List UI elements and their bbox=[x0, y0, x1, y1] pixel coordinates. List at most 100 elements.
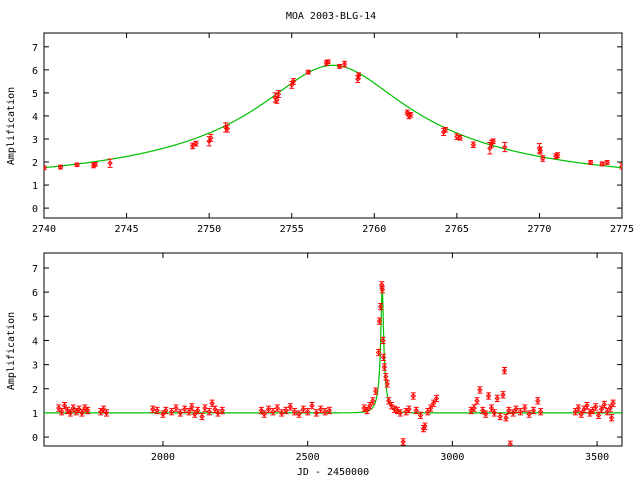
data-point bbox=[194, 406, 201, 415]
data-marker bbox=[278, 410, 285, 416]
data-point bbox=[417, 411, 424, 419]
data-marker bbox=[291, 408, 298, 415]
data-point bbox=[599, 161, 605, 167]
data-point bbox=[379, 286, 386, 294]
data-point bbox=[193, 140, 199, 147]
data-marker bbox=[471, 405, 477, 411]
data-point bbox=[413, 406, 419, 415]
data-marker bbox=[208, 135, 214, 141]
y-tick-label: 6 bbox=[32, 288, 38, 299]
data-point bbox=[537, 146, 543, 155]
plot-frame bbox=[43, 252, 623, 447]
data-marker bbox=[468, 407, 474, 414]
bottom-x-axis-label: JD - 2450000 bbox=[297, 467, 369, 478]
data-point bbox=[287, 403, 294, 411]
data-point bbox=[325, 59, 331, 65]
data-point bbox=[517, 408, 524, 416]
data-point bbox=[341, 60, 348, 68]
data-marker bbox=[379, 287, 386, 293]
data-marker bbox=[381, 364, 388, 370]
data-marker bbox=[599, 161, 605, 167]
data-marker bbox=[304, 408, 311, 415]
data-point bbox=[372, 387, 379, 395]
data-marker bbox=[322, 408, 328, 415]
data-point bbox=[488, 404, 495, 412]
data-marker bbox=[554, 152, 561, 158]
data-point bbox=[206, 408, 212, 416]
data-marker bbox=[336, 63, 343, 70]
data-point bbox=[507, 440, 513, 446]
plot-area bbox=[44, 59, 622, 171]
data-point bbox=[540, 155, 546, 162]
data-marker bbox=[535, 398, 541, 404]
data-point bbox=[397, 409, 404, 417]
data-point bbox=[322, 408, 328, 416]
y-tick-label: 7 bbox=[32, 264, 38, 275]
data-marker bbox=[265, 406, 272, 412]
data-marker bbox=[400, 439, 406, 445]
data-marker bbox=[261, 411, 267, 417]
model-fit-line bbox=[44, 64, 622, 169]
data-marker bbox=[367, 402, 373, 409]
data-marker bbox=[500, 392, 506, 398]
data-point bbox=[291, 408, 298, 416]
data-point bbox=[442, 126, 449, 133]
data-marker bbox=[274, 97, 280, 103]
data-point bbox=[189, 403, 195, 411]
data-point bbox=[361, 404, 367, 412]
data-point bbox=[427, 404, 434, 412]
data-marker bbox=[154, 407, 160, 414]
data-point bbox=[490, 138, 496, 145]
data-point bbox=[163, 406, 169, 415]
y-tick-label: 5 bbox=[32, 312, 38, 323]
data-point bbox=[604, 408, 610, 416]
data-marker bbox=[578, 411, 584, 417]
data-point bbox=[578, 410, 584, 418]
data-point bbox=[491, 409, 498, 417]
data-marker bbox=[289, 82, 295, 88]
x-tick-label: 2775 bbox=[610, 224, 634, 235]
data-marker bbox=[194, 407, 201, 414]
data-point bbox=[173, 404, 179, 412]
data-point bbox=[367, 402, 373, 410]
data-point bbox=[537, 408, 544, 416]
data-marker bbox=[503, 415, 509, 421]
data-point bbox=[300, 405, 307, 413]
data-point bbox=[501, 366, 508, 375]
data-marker bbox=[372, 388, 379, 394]
data-point bbox=[74, 162, 80, 168]
data-point bbox=[150, 405, 156, 413]
data-marker bbox=[584, 402, 590, 409]
data-marker bbox=[410, 393, 417, 399]
data-marker bbox=[587, 410, 593, 416]
data-marker bbox=[181, 406, 188, 412]
data-marker bbox=[494, 395, 500, 402]
x-tick-label: 2000 bbox=[151, 452, 175, 463]
data-point bbox=[317, 405, 324, 413]
data-marker bbox=[287, 404, 294, 410]
data-point bbox=[202, 404, 208, 412]
data-point bbox=[296, 410, 302, 418]
x-tick-label: 2500 bbox=[296, 452, 320, 463]
data-point bbox=[607, 404, 613, 412]
y-tick-label: 0 bbox=[32, 433, 38, 444]
data-point bbox=[386, 397, 392, 405]
data-marker bbox=[375, 349, 382, 356]
data-marker bbox=[420, 425, 427, 432]
data-marker bbox=[470, 142, 477, 148]
data-marker bbox=[370, 398, 376, 404]
data-marker bbox=[98, 408, 104, 415]
data-point bbox=[502, 141, 508, 153]
data-point bbox=[485, 392, 492, 400]
data-marker bbox=[326, 407, 333, 414]
data-point bbox=[107, 158, 113, 168]
data-marker bbox=[507, 441, 513, 446]
data-point bbox=[168, 408, 175, 416]
data-point bbox=[457, 135, 463, 141]
data-marker bbox=[274, 405, 280, 411]
data-point bbox=[379, 281, 385, 289]
bottom-y-axis-label: Amplification bbox=[6, 312, 17, 390]
y-tick-label: 2 bbox=[32, 385, 38, 396]
data-marker bbox=[300, 406, 307, 412]
data-marker bbox=[380, 354, 387, 361]
